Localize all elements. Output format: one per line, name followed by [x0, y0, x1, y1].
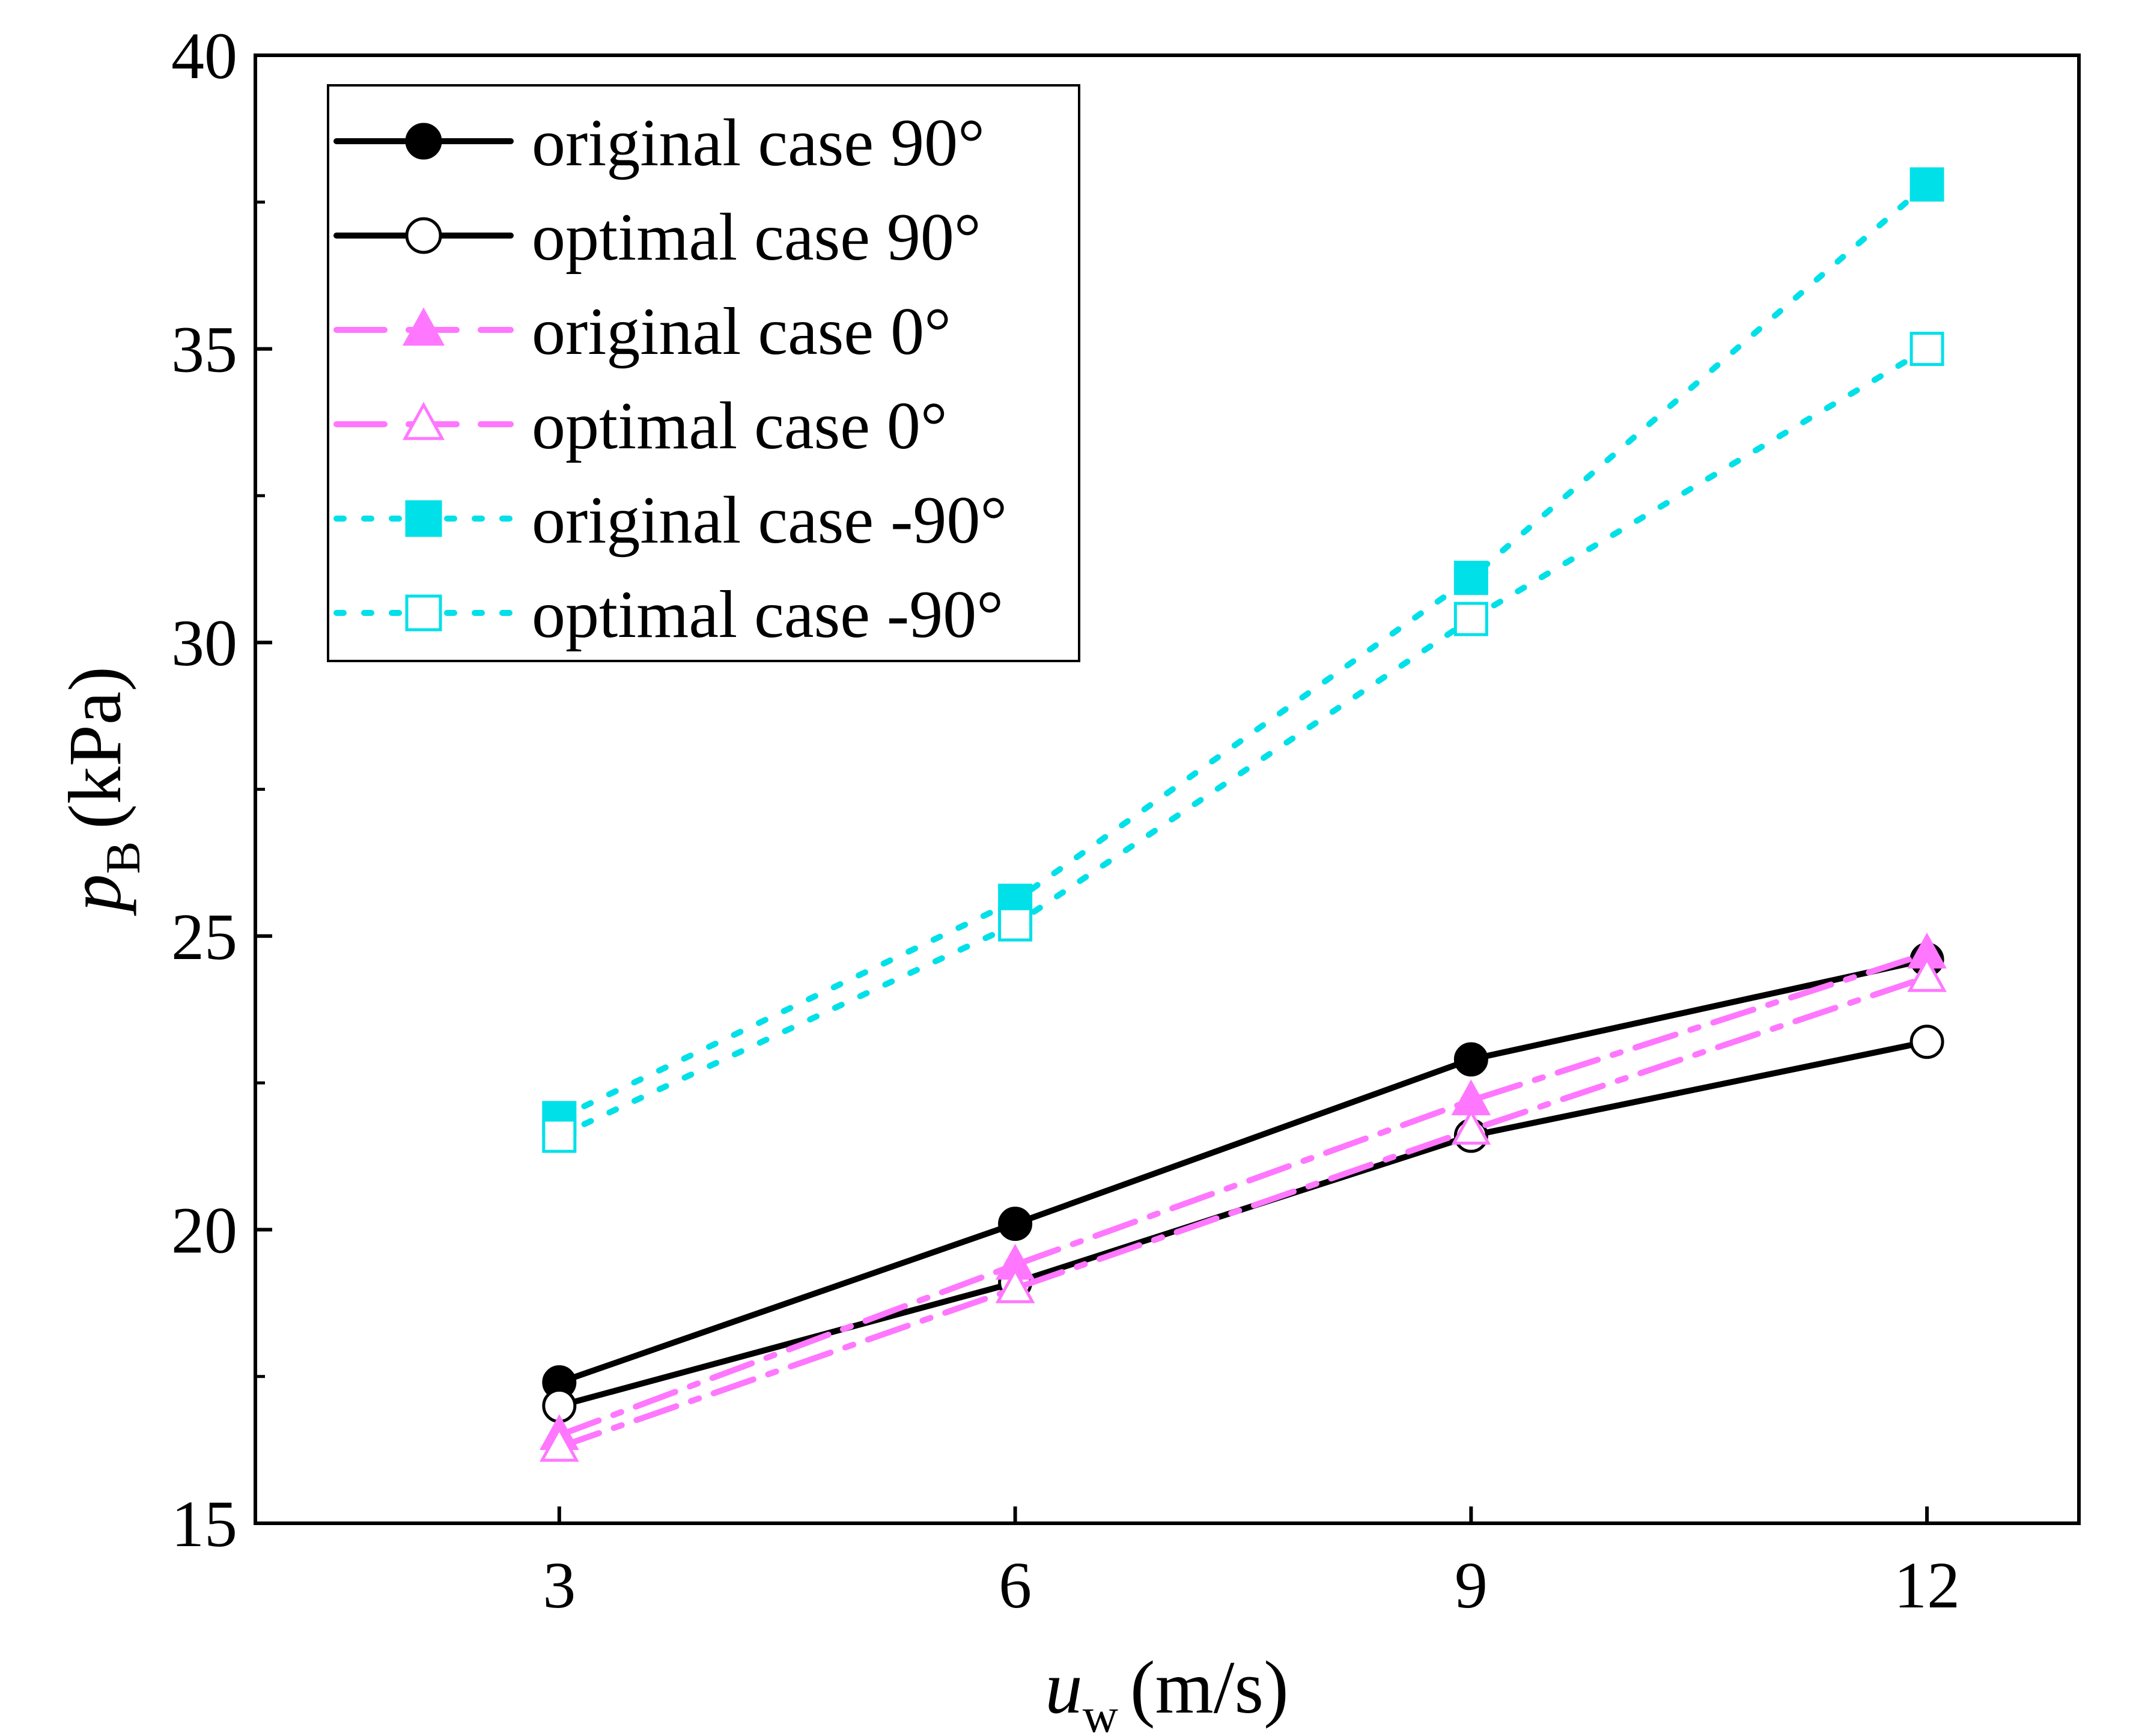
- data-point: [540, 1425, 579, 1462]
- series-line: [556, 974, 1931, 1450]
- y-tick-label: 20: [171, 1193, 237, 1267]
- legend-item: optimal case 0°: [333, 389, 948, 463]
- legend-label: optimal case 0°: [532, 389, 948, 463]
- legend-label: original case -90°: [532, 483, 1007, 558]
- series-3: [540, 933, 1947, 1451]
- data-point: [542, 1118, 577, 1153]
- series-line: [556, 1038, 1931, 1409]
- data-point: [1453, 602, 1488, 636]
- legend-label: optimal case -90°: [532, 577, 1003, 652]
- series-layer: [540, 167, 1947, 1462]
- y-axis-label: pB (kPa): [54, 666, 150, 916]
- legend-frame: [327, 84, 1080, 662]
- series-line: [556, 346, 1931, 1139]
- data-point: [995, 1267, 1035, 1303]
- series-4: [540, 956, 1947, 1462]
- data-point: [1909, 167, 1944, 202]
- data-point: [1451, 1109, 1491, 1145]
- legend-marker: [402, 401, 445, 440]
- legend-marker: [405, 217, 442, 254]
- y-axis-label-subscript: B: [96, 841, 150, 874]
- legend-label: optimal case 90°: [532, 200, 981, 275]
- data-point: [998, 1207, 1033, 1241]
- y-axis-label-symbol: p: [54, 874, 137, 916]
- legend-label: original case 0°: [532, 294, 951, 369]
- legend-marker: [405, 123, 442, 160]
- axis-layer: 15 20 25 30 35 40 3 6 9 12: [171, 19, 1960, 1622]
- x-tick-label: 9: [1455, 1549, 1488, 1622]
- x-axis-label-unit: (m/s): [1130, 1646, 1289, 1729]
- x-tick-label: 3: [543, 1549, 576, 1622]
- series-line: [556, 181, 1931, 1121]
- series-1: [542, 942, 1944, 1399]
- series-line: [556, 956, 1931, 1386]
- x-axis-label: uw (m/s): [1045, 1646, 1289, 1733]
- y-tick-label: 15: [171, 1487, 237, 1561]
- legend-marker: [405, 500, 442, 537]
- data-point: [1909, 1025, 1944, 1059]
- legend-marker: [405, 594, 442, 632]
- data-point: [1907, 956, 1947, 992]
- legend-item: original case 0°: [333, 294, 951, 369]
- legend-item: original case 90°: [333, 106, 985, 180]
- legend-marker: [402, 307, 445, 346]
- x-axis-label-subscript: w: [1083, 1688, 1118, 1733]
- x-axis-label-symbol: u: [1045, 1646, 1083, 1729]
- series-6: [542, 332, 1944, 1153]
- y-tick-label: 30: [171, 606, 237, 680]
- series-line: [556, 951, 1931, 1439]
- x-tick-label: 6: [999, 1549, 1032, 1622]
- y-axis-label-unit: (kPa): [54, 666, 137, 829]
- data-point: [998, 907, 1033, 942]
- data-point: [1453, 561, 1488, 595]
- legend-item: optimal case 90°: [333, 200, 981, 275]
- data-point: [1909, 332, 1944, 367]
- legend-item: original case -90°: [333, 483, 1007, 558]
- legend-label: original case 90°: [532, 106, 985, 180]
- y-tick-label: 35: [171, 313, 237, 386]
- legend: original case 90° optimal case 90° origina…: [327, 84, 1080, 662]
- y-tick-label: 40: [171, 19, 237, 93]
- x-tick-label: 12: [1894, 1549, 1960, 1622]
- data-point: [1453, 1042, 1488, 1077]
- y-tick-label: 25: [171, 900, 237, 973]
- legend-item: optimal case -90°: [333, 577, 1003, 652]
